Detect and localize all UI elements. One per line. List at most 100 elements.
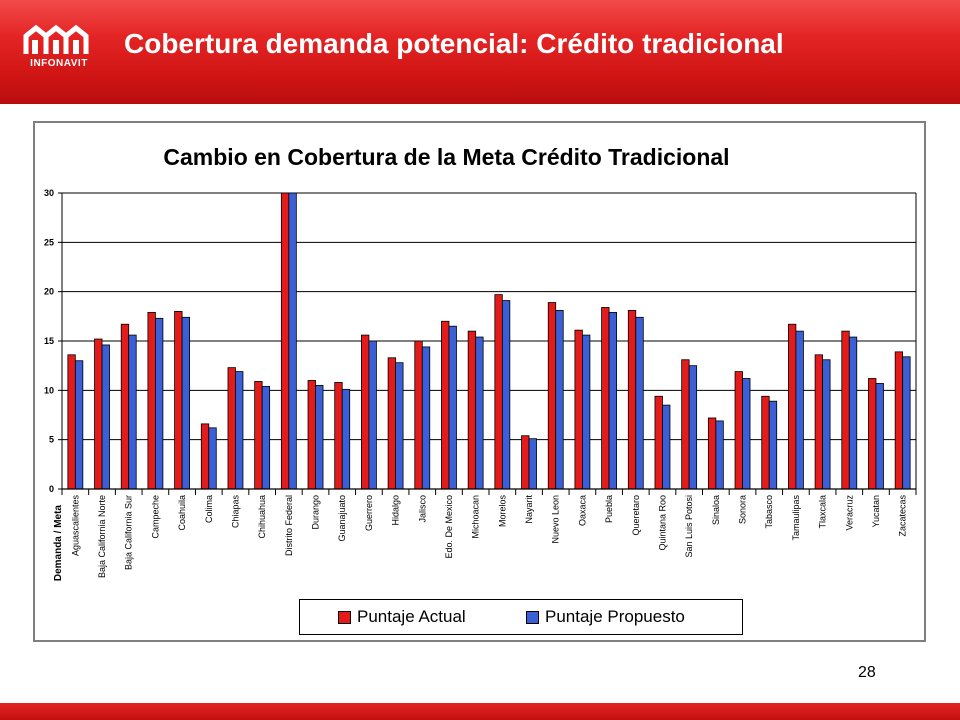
bar-propuesto (155, 317, 164, 490)
bar-actual (521, 435, 530, 490)
bar-actual (147, 311, 156, 490)
bar-actual (681, 359, 690, 490)
bar-actual (227, 367, 236, 490)
x-tick-label: Yucatan (871, 495, 881, 528)
bar-actual (868, 378, 877, 490)
bar-propuesto (74, 360, 84, 490)
x-tick-label: Durango (311, 495, 321, 530)
x-tick-label: Guerrero (364, 495, 374, 531)
legend-swatch-actual (338, 610, 351, 624)
bar-actual (734, 371, 743, 490)
bar-propuesto (341, 388, 351, 490)
x-tick-label: Tabasco (764, 495, 774, 529)
bar-actual (254, 381, 263, 490)
bar-actual (414, 340, 423, 490)
bar-actual (707, 417, 717, 490)
bar-propuesto (395, 362, 404, 490)
y-tick-label: 10 (44, 385, 54, 395)
bar-propuesto (475, 336, 484, 490)
bar-actual (841, 330, 850, 490)
bar-propuesto (315, 384, 324, 490)
x-tick-label: Colima (204, 495, 214, 523)
x-tick-label: Edo. De Mexico (444, 495, 454, 559)
x-tick-label: Tlaxcala (818, 495, 828, 529)
x-tick-label: Tamaulipas (791, 495, 801, 541)
x-tick-label: Baja California Norte (97, 495, 107, 578)
page-number: 28 (858, 664, 876, 681)
x-tick-label: Chiapas (230, 495, 240, 529)
x-tick-label: Quintana Roo (657, 495, 667, 551)
logo-text: INFONAVIT (30, 58, 88, 69)
y-tick-label: 15 (44, 336, 54, 346)
bar-propuesto (902, 356, 911, 490)
x-tick-label: Puebla (604, 495, 614, 523)
x-tick-label: Zacatecas (898, 495, 908, 537)
bar-propuesto (822, 359, 831, 490)
bar-propuesto (608, 311, 617, 490)
bar-propuesto (688, 365, 698, 490)
bar-propuesto (288, 192, 297, 490)
legend-label-propuesto: Puntaje Propuesto (545, 607, 685, 626)
infonavit-logo-icon (23, 24, 89, 54)
bar-actual (547, 302, 557, 490)
x-tick-label: Nuevo Leon (551, 495, 561, 544)
page-title: Cobertura demanda potencial: Crédito tra… (124, 28, 784, 59)
y-tick-label: 20 (44, 287, 54, 297)
bar-actual (94, 338, 103, 490)
x-tick-label: Aguascalientes (70, 495, 80, 557)
x-tick-label: San Luis Potosi (684, 495, 694, 558)
chart-legend: Puntaje Actual Puntaje Propuesto (299, 599, 743, 635)
header-banner: INFONAVIT Cobertura demanda potencial: C… (0, 0, 960, 104)
bar-propuesto (261, 385, 271, 490)
footer-bar (0, 703, 960, 720)
x-tick-label: Campeche (150, 495, 160, 539)
x-axis-label: Demanda / Meta (53, 505, 64, 582)
x-tick-label: Baja California Sur (124, 495, 134, 570)
bar-propuesto (742, 378, 751, 490)
bar-propuesto (528, 438, 537, 490)
bar-actual (67, 354, 76, 490)
x-tick-label: Oaxaca (577, 495, 587, 526)
bar-propuesto (662, 404, 671, 490)
x-tick-label: Guanajuato (337, 495, 347, 542)
bar-propuesto (555, 310, 564, 490)
bar-actual (761, 395, 770, 490)
bar-propuesto (421, 346, 431, 490)
bar-actual (654, 395, 663, 490)
chart-title: Cambio en Cobertura de la Meta Crédito T… (163, 144, 730, 170)
bar-actual (174, 310, 183, 490)
bar-propuesto (501, 300, 511, 490)
bar-actual (307, 380, 316, 490)
bar-actual (788, 323, 797, 490)
bar-propuesto (181, 316, 190, 490)
bar-actual (574, 329, 583, 490)
y-tick-label: 5 (49, 435, 54, 445)
x-tick-label: Hidalgo (391, 495, 401, 526)
x-tick-label: Queretaro (631, 495, 641, 536)
bar-propuesto (208, 427, 217, 490)
y-tick-label: 0 (49, 484, 54, 494)
bar-propuesto (768, 400, 778, 490)
y-tick-label: 30 (44, 188, 54, 198)
bar-propuesto (635, 316, 644, 490)
bar-actual (120, 323, 130, 490)
x-tick-label: Veracruz (844, 495, 854, 531)
bar-propuesto (848, 336, 858, 490)
x-tick-label: Jalisco (417, 495, 427, 523)
bar-propuesto (448, 325, 457, 490)
bar-actual (467, 330, 477, 490)
bar-actual (387, 357, 396, 490)
bar-propuesto (101, 344, 110, 490)
bar-propuesto (235, 371, 244, 490)
bar-actual (334, 382, 343, 490)
x-tick-label: Nayarit (524, 495, 534, 524)
bar-actual (441, 320, 450, 490)
x-tick-label: Sonora (738, 495, 748, 524)
bar-actual (627, 310, 637, 490)
bar-actual (361, 334, 370, 490)
bar-actual (494, 294, 503, 490)
bar-actual (280, 192, 290, 490)
legend-label-actual: Puntaje Actual (357, 607, 466, 626)
x-tick-label: Sinaloa (711, 495, 721, 525)
x-tick-label: Morelos (497, 495, 507, 528)
